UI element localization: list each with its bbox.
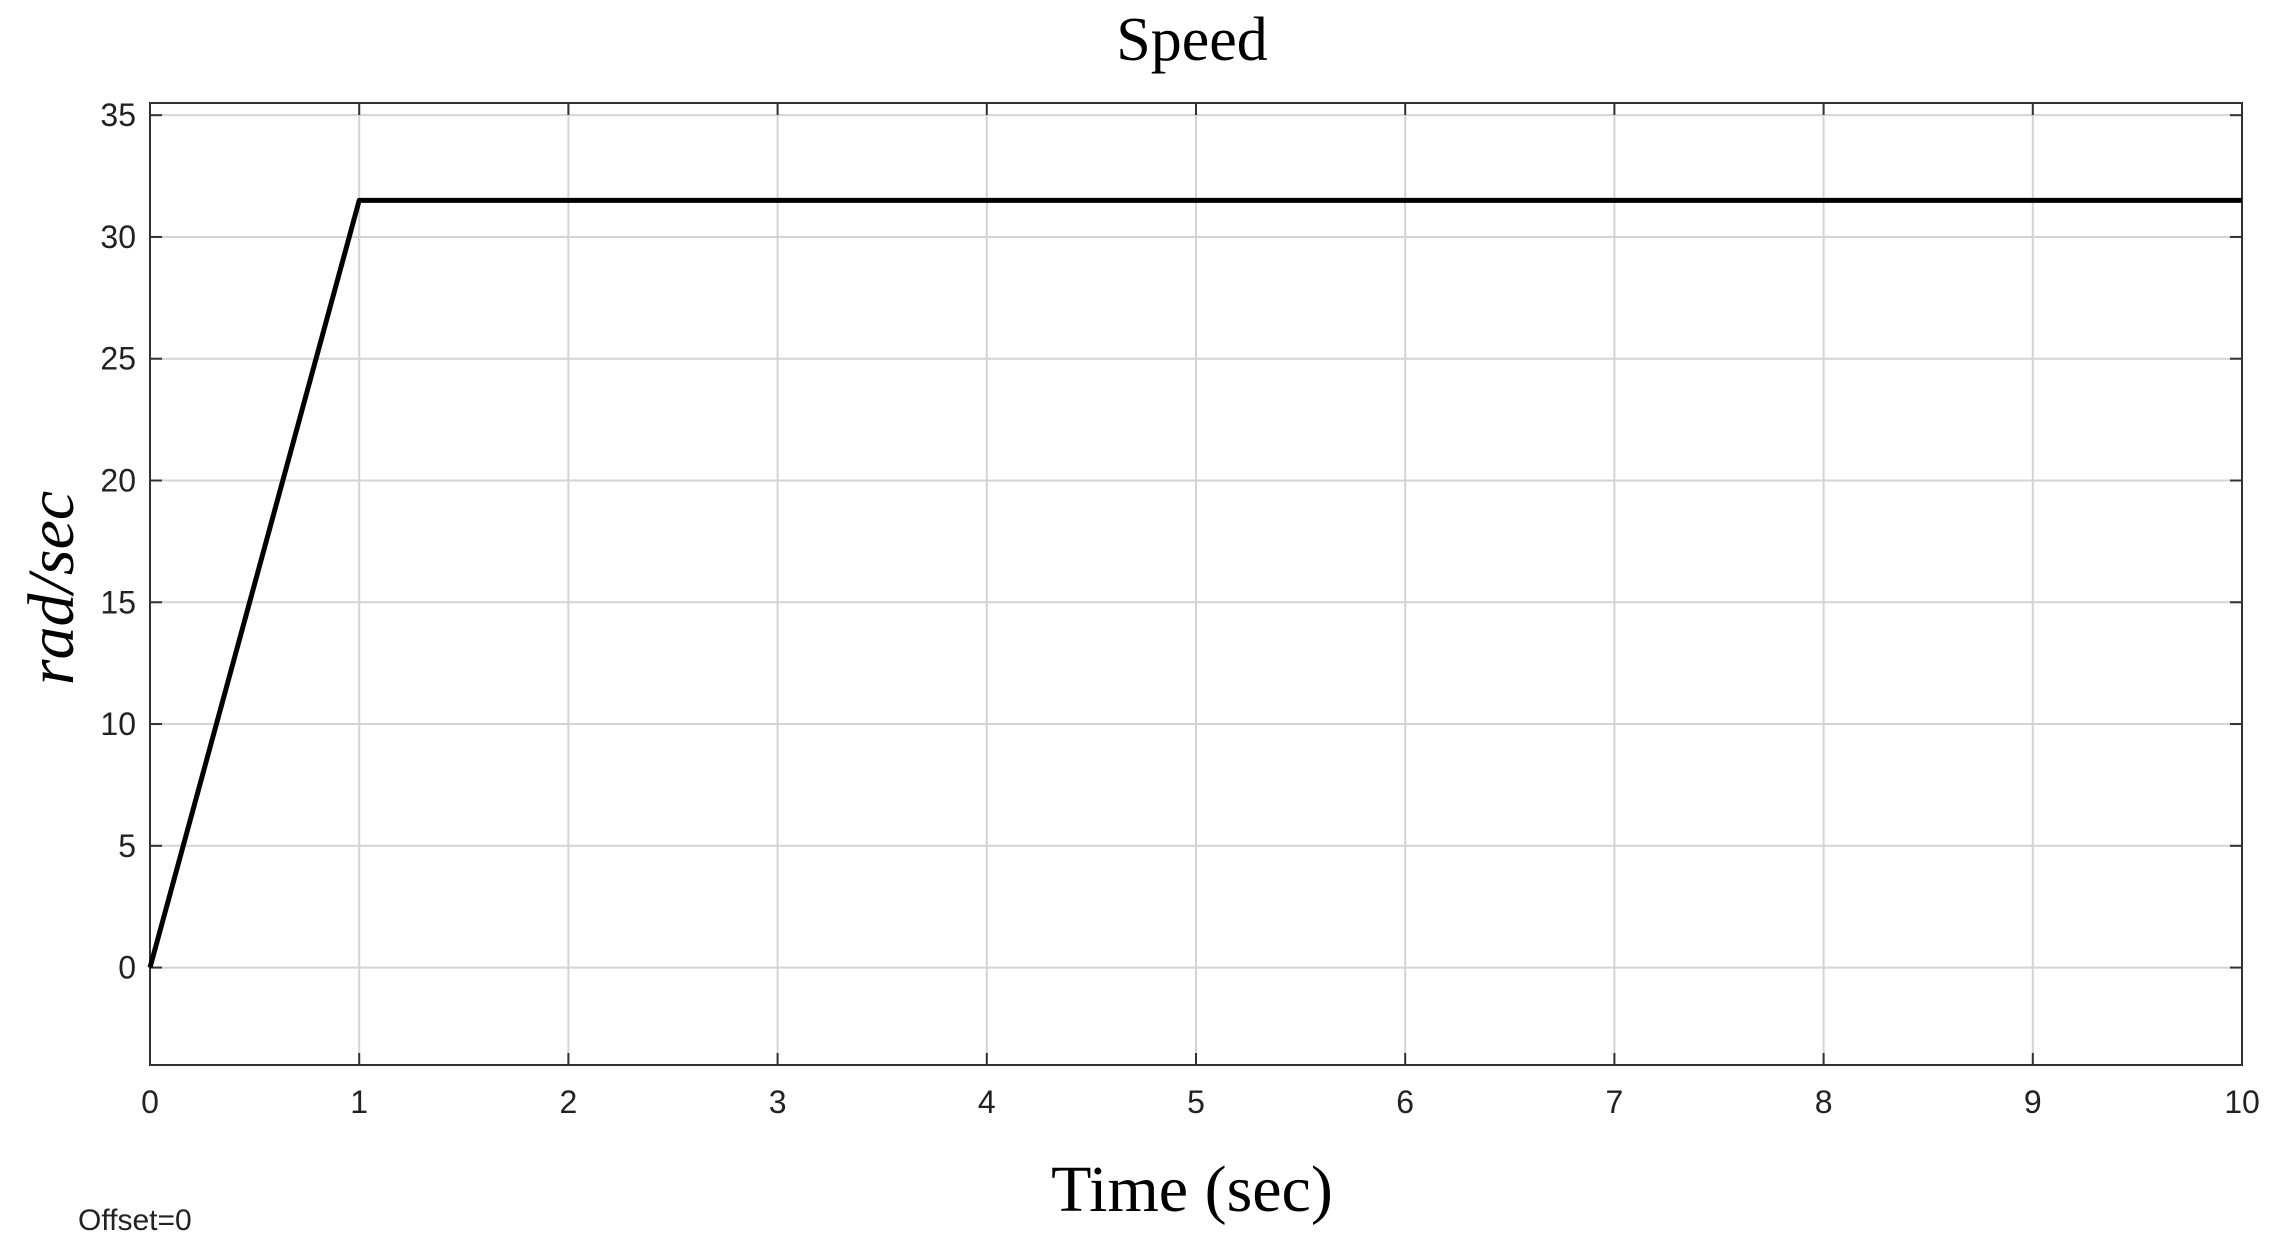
x-tick-label: 1 (350, 1084, 368, 1120)
series-line-speed (147, 197, 2242, 969)
x-tick-label: 5 (1187, 1084, 1205, 1120)
x-tick-label: 8 (1815, 1084, 1833, 1120)
offset-annotation: Offset=0 (78, 1204, 192, 1237)
x-tick-label: 9 (2024, 1084, 2042, 1120)
x-tick-label: 0 (141, 1084, 159, 1120)
x-tick-label: 6 (1396, 1084, 1414, 1120)
y-tick-label: 35 (100, 97, 136, 133)
grid-lines (149, 103, 2243, 1065)
x-tick-label: 7 (1606, 1084, 1624, 1120)
x-tick-label: 4 (978, 1084, 996, 1120)
y-tick-label: 5 (118, 828, 136, 864)
axis-ticks: 0 1 2 3 4 5 6 7 8 9 10 0 5 10 15 20 25 30 35 (100, 97, 2259, 1120)
y-tick-label: 30 (100, 219, 136, 255)
y-tick-label: 25 (100, 341, 136, 377)
y-tick-label: 10 (100, 706, 136, 742)
y-tick-label: 0 (118, 950, 136, 986)
x-tick-label: 3 (769, 1084, 787, 1120)
y-tick-label: 20 (100, 462, 136, 498)
series-layer (147, 197, 2242, 969)
x-axis-label: Time (sec) (1051, 1153, 1333, 1226)
x-tick-label: 10 (2224, 1084, 2260, 1120)
y-tick-label: 15 (100, 584, 136, 620)
chart-title: Speed (1116, 6, 1268, 74)
y-axis-label: rad/sec (15, 491, 88, 685)
x-tick-label: 2 (560, 1084, 578, 1120)
